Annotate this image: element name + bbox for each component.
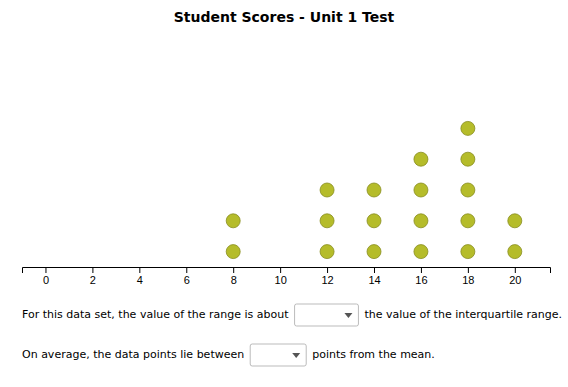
x-tick: 14 (368, 267, 380, 286)
dot (461, 121, 475, 135)
dot (367, 245, 381, 259)
dots (226, 121, 522, 258)
dot (367, 183, 381, 197)
dot (414, 183, 428, 197)
x-axis-line (23, 268, 551, 274)
plot: 0 2 4 6 8 10 12 14 16 18 20 (23, 121, 551, 285)
x-tick-label: 10 (275, 274, 287, 286)
x-tick-mark (92, 267, 93, 273)
x-tick-label: 20 (509, 274, 521, 286)
dot (320, 214, 334, 228)
dot (508, 214, 522, 228)
dot (414, 245, 428, 259)
x-tick-label: 12 (321, 274, 333, 286)
dot (461, 214, 475, 228)
x-tick: 20 (509, 267, 521, 286)
x-tick-mark (374, 267, 375, 273)
title: Student Scores - Unit 1 Test (174, 9, 395, 25)
dot (414, 214, 428, 228)
dot (320, 183, 334, 197)
annotation: For this data set, the value of the rang… (22, 308, 289, 321)
dot (461, 245, 475, 259)
dot (414, 152, 428, 166)
x-tick-mark (421, 267, 422, 273)
x-tick: 0 (43, 267, 49, 286)
dropdown (250, 344, 306, 366)
dot (508, 245, 522, 259)
x-tick-mark (139, 267, 140, 273)
x-tick: 8 (231, 267, 237, 286)
x-tick-label: 14 (368, 274, 380, 286)
dot (320, 245, 334, 259)
x-tick-mark (186, 267, 187, 273)
dot (226, 214, 240, 228)
annotation: On average, the data points lie between (22, 348, 244, 361)
x-tick: 16 (415, 267, 427, 286)
dot (226, 245, 240, 259)
x-tick-label: 18 (462, 274, 474, 286)
dot (461, 183, 475, 197)
x-tick: 2 (90, 267, 96, 286)
x-tick-label: 6 (184, 274, 190, 286)
x-axis: 0 2 4 6 8 10 12 14 16 18 20 (23, 267, 551, 286)
dot (461, 152, 475, 166)
dropdown-box (295, 304, 359, 326)
x-tick-label: 2 (90, 274, 96, 286)
annotation: points from the mean. (312, 348, 435, 361)
x-tick-mark (280, 267, 281, 273)
x-tick-mark (515, 267, 516, 273)
annotation: the value of the interquartile range. (364, 308, 562, 321)
x-tick-label: 16 (415, 274, 427, 286)
dropdown-box (250, 344, 306, 366)
x-tick-label: 0 (43, 274, 49, 286)
dropdown-arrow (292, 353, 300, 358)
x-tick: 10 (275, 267, 287, 286)
x-tick: 6 (184, 267, 190, 286)
dropdown (295, 304, 359, 326)
x-tick: 12 (321, 267, 333, 286)
dot (367, 214, 381, 228)
dropdown-arrow (344, 313, 352, 318)
x-tick-mark (327, 267, 328, 273)
x-tick: 18 (462, 267, 474, 286)
x-tick-mark (468, 267, 469, 273)
x-tick-label: 4 (137, 274, 143, 286)
x-tick: 4 (137, 267, 143, 286)
chart: Student Scores - Unit 1 Test 0 2 4 6 8 10 12 14 1… (0, 0, 568, 387)
x-tick-label: 8 (231, 274, 237, 286)
x-tick-mark (45, 267, 46, 273)
x-tick-mark (233, 267, 234, 273)
